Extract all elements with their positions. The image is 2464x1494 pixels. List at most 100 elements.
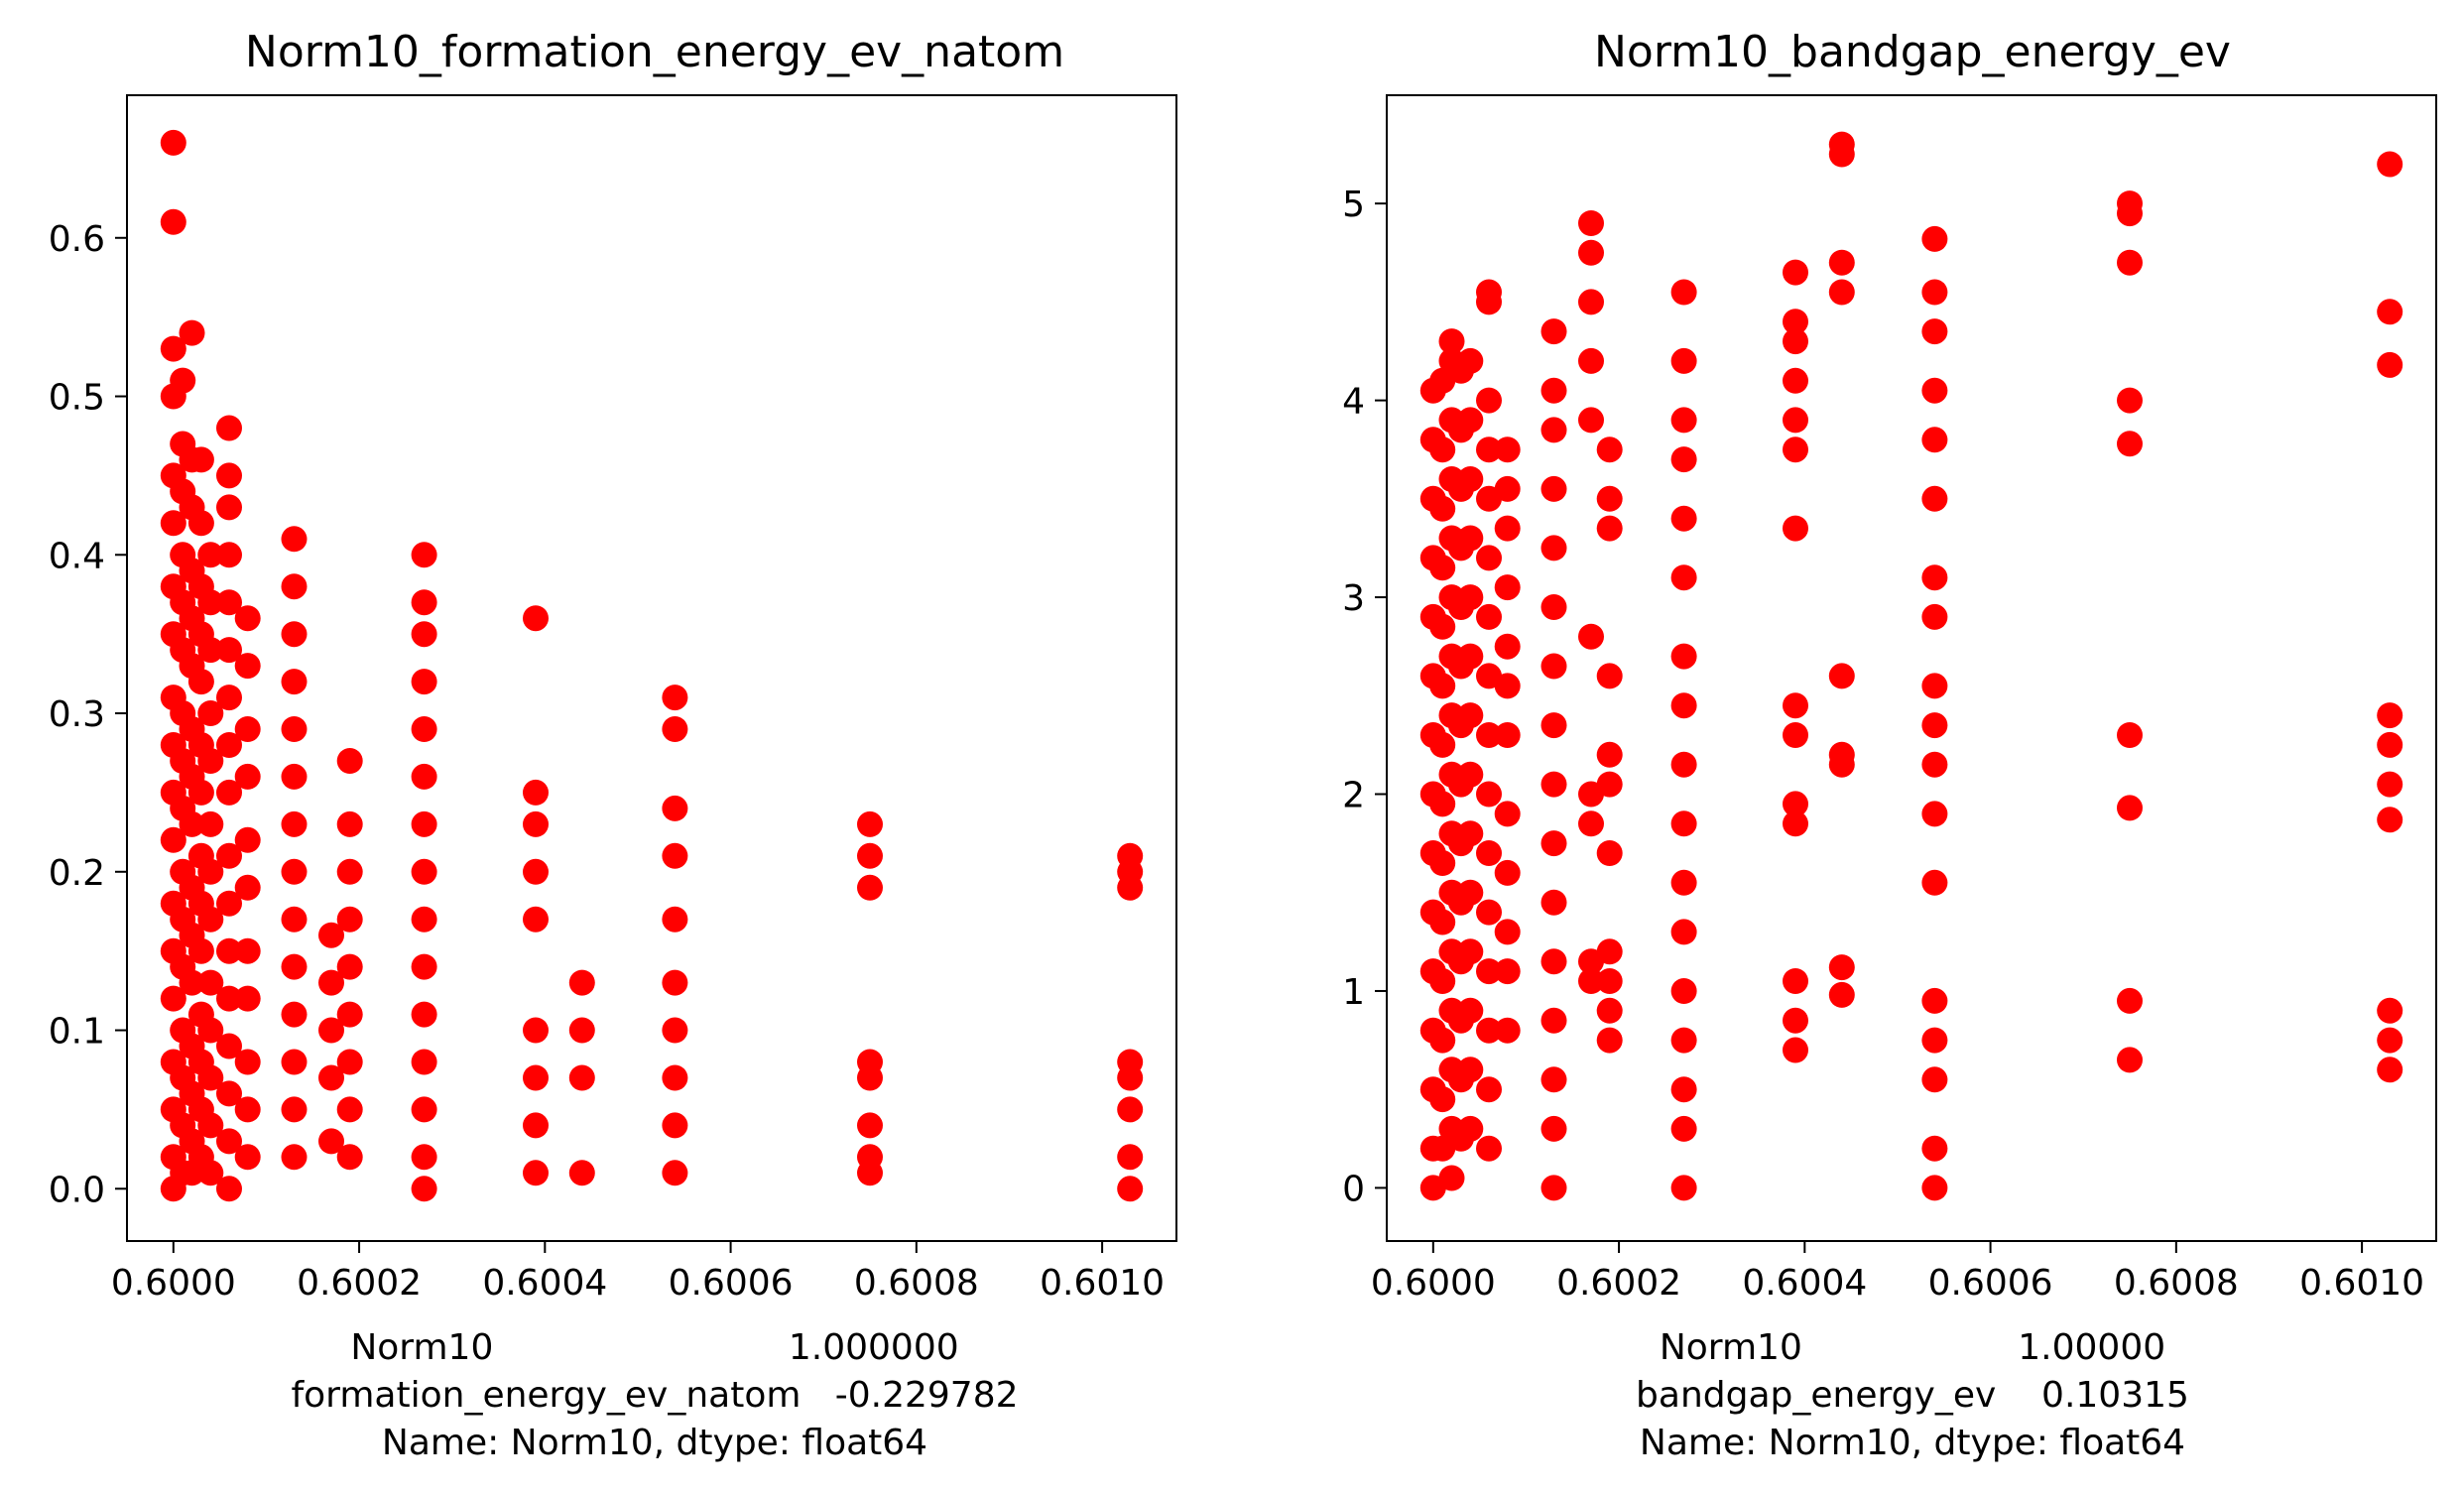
data-point-bandgap-energy-4-2 <box>1457 997 1484 1024</box>
data-point-bandgap-energy-9-0 <box>1596 1027 1623 1054</box>
data-point-bandgap-energy-14-5 <box>2117 387 2143 414</box>
x-tick-label-bandgap-energy-4: 0.6008 <box>2114 1263 2239 1304</box>
data-point-bandgap-energy-8-8 <box>1578 239 1604 266</box>
data-point-bandgap-energy-7-15 <box>1540 318 1567 345</box>
data-point-formation-energy-15-0 <box>1117 1176 1144 1202</box>
data-point-formation-energy-14-1 <box>857 1144 883 1171</box>
data-point-bandgap-energy-4-3 <box>1457 938 1484 965</box>
data-point-formation-energy-3-12 <box>187 510 214 537</box>
data-point-formation-energy-14-6 <box>857 842 883 869</box>
data-point-bandgap-energy-15-1 <box>2377 1027 2403 1054</box>
data-point-formation-energy-14-4 <box>857 1049 883 1075</box>
data-point-bandgap-energy-6-8 <box>1494 574 1521 601</box>
data-point-bandgap-energy-10-8 <box>1670 751 1697 778</box>
x-tick-label-formation-energy-0: 0.6000 <box>111 1263 236 1304</box>
data-point-formation-energy-15-1 <box>1117 1144 1144 1171</box>
data-point-bandgap-energy-12-3 <box>1828 741 1855 768</box>
data-point-bandgap-energy-13-4 <box>1921 987 1948 1014</box>
data-point-bandgap-energy-5-5 <box>1476 840 1502 866</box>
x-tick-label-formation-energy-3: 0.6006 <box>669 1263 794 1304</box>
data-point-formation-energy-11-7 <box>523 779 549 806</box>
data-point-formation-energy-8-2 <box>318 1017 344 1044</box>
data-point-bandgap-energy-4-13 <box>1457 347 1484 374</box>
data-point-bandgap-energy-11-12 <box>1783 309 1808 335</box>
data-point-bandgap-energy-11-6 <box>1783 692 1808 719</box>
data-point-bandgap-energy-8-7 <box>1578 289 1604 315</box>
data-point-bandgap-energy-1-3 <box>1429 968 1456 994</box>
data-point-formation-energy-10-6 <box>411 906 437 933</box>
data-point-formation-energy-4-10 <box>197 637 224 664</box>
data-point-formation-energy-6-6 <box>234 826 261 853</box>
data-point-formation-energy-10-14 <box>411 542 437 568</box>
data-point-bandgap-energy-12-1 <box>1828 954 1855 981</box>
x-tick-label-formation-energy-1: 0.6002 <box>297 1263 422 1304</box>
data-point-formation-energy-1-15 <box>170 367 196 394</box>
data-point-bandgap-energy-4-7 <box>1457 702 1484 729</box>
data-point-bandgap-energy-9-6 <box>1596 741 1623 768</box>
x-tick-label-bandgap-energy-0: 0.6000 <box>1371 1263 1496 1304</box>
data-point-formation-energy-12-1 <box>568 1064 595 1091</box>
data-point-bandgap-energy-8-4 <box>1578 623 1604 650</box>
data-point-bandgap-energy-7-4 <box>1540 948 1567 975</box>
data-point-formation-energy-7-0 <box>281 1144 308 1171</box>
y-tick-label-bandgap-energy-3: 3 <box>1342 578 1365 619</box>
data-point-bandgap-energy-12-6 <box>1828 249 1855 276</box>
data-point-bandgap-energy-7-9 <box>1540 653 1567 680</box>
data-point-formation-energy-13-1 <box>662 1112 688 1139</box>
data-point-bandgap-energy-12-4 <box>1828 663 1855 689</box>
xlabel-line-2-bandgap-energy: bandgap_energy_ev 0.10315 <box>1636 1375 2189 1416</box>
data-point-formation-energy-11-2 <box>523 1064 549 1091</box>
data-point-bandgap-energy-6-1 <box>1494 958 1521 985</box>
x-tick-label-bandgap-energy-3: 0.6006 <box>1928 1263 2053 1304</box>
x-tick-label-formation-energy-5: 0.6010 <box>1040 1263 1165 1304</box>
y-tick-label-formation-energy-5: 0.5 <box>49 378 105 419</box>
data-point-bandgap-energy-8-5 <box>1578 407 1604 434</box>
data-point-bandgap-energy-1-11 <box>1429 495 1456 522</box>
data-point-bandgap-energy-14-2 <box>2117 795 2143 821</box>
data-point-bandgap-energy-11-8 <box>1783 436 1808 463</box>
data-point-formation-energy-9-3 <box>336 1001 363 1028</box>
data-point-formation-energy-5-13 <box>216 542 242 568</box>
data-point-bandgap-energy-10-13 <box>1670 446 1697 473</box>
data-point-formation-energy-6-9 <box>234 653 261 680</box>
data-point-formation-energy-3-13 <box>187 446 214 473</box>
y-tick-label-formation-energy-2: 0.2 <box>49 853 105 894</box>
data-point-bandgap-energy-4-0 <box>1457 1115 1484 1142</box>
data-point-bandgap-energy-6-5 <box>1494 722 1521 748</box>
data-point-bandgap-energy-10-12 <box>1670 505 1697 532</box>
data-point-formation-energy-5-5 <box>216 937 242 964</box>
data-point-bandgap-energy-5-9 <box>1476 603 1502 630</box>
data-point-bandgap-energy-14-0 <box>2117 1047 2143 1073</box>
data-point-bandgap-energy-7-2 <box>1540 1066 1567 1093</box>
data-point-formation-energy-4-8 <box>197 748 224 774</box>
data-point-bandgap-energy-7-8 <box>1540 712 1567 739</box>
data-point-formation-energy-0-18 <box>160 129 186 156</box>
data-point-formation-energy-7-13 <box>281 526 308 553</box>
data-point-formation-energy-5-11 <box>216 637 242 664</box>
data-point-formation-energy-12-2 <box>568 1017 595 1044</box>
data-point-formation-energy-5-6 <box>216 890 242 917</box>
data-point-formation-energy-7-5 <box>281 906 308 933</box>
data-point-bandgap-energy-13-13 <box>1921 427 1948 453</box>
data-point-bandgap-energy-11-11 <box>1783 328 1808 355</box>
data-point-formation-energy-15-2 <box>1117 1096 1144 1123</box>
data-point-formation-energy-4-3 <box>197 1017 224 1044</box>
data-point-bandgap-energy-10-14 <box>1670 407 1697 434</box>
data-point-bandgap-energy-5-0 <box>1476 1135 1502 1162</box>
data-point-bandgap-energy-15-3 <box>2377 807 2403 833</box>
data-point-formation-energy-5-7 <box>216 842 242 869</box>
data-point-formation-energy-5-12 <box>216 589 242 616</box>
data-point-bandgap-energy-7-13 <box>1540 417 1567 443</box>
data-point-bandgap-energy-14-1 <box>2117 987 2143 1014</box>
data-point-bandgap-energy-4-4 <box>1457 879 1484 906</box>
data-point-bandgap-energy-11-10 <box>1783 367 1808 394</box>
data-point-formation-energy-5-14 <box>216 494 242 521</box>
data-point-formation-energy-2-7 <box>179 810 205 837</box>
data-point-formation-energy-0-4 <box>160 985 186 1012</box>
data-point-bandgap-energy-6-3 <box>1494 859 1521 886</box>
data-point-formation-energy-4-1 <box>197 1112 224 1139</box>
data-point-bandgap-energy-9-8 <box>1596 515 1623 542</box>
data-point-bandgap-energy-13-15 <box>1921 318 1948 345</box>
data-point-formation-energy-2-4 <box>179 969 205 996</box>
data-point-formation-energy-12-0 <box>568 1160 595 1186</box>
